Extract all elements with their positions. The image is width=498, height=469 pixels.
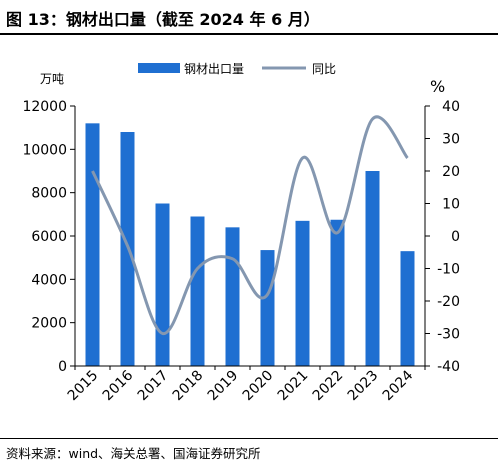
- x-tick-label: 2017: [135, 368, 172, 405]
- source-divider: [0, 438, 498, 439]
- x-tick-label: 2019: [205, 368, 242, 405]
- right-tick-label: -30: [437, 327, 460, 343]
- right-tick-label: -20: [437, 294, 460, 310]
- x-tick-label: 2022: [310, 368, 347, 405]
- left-tick-label: 8000: [31, 186, 67, 202]
- left-tick-label: 10000: [22, 142, 67, 158]
- legend: 钢材出口量 同比: [138, 62, 336, 76]
- source-note: 资料来源：wind、海关总署、国海证券研究所: [6, 446, 261, 461]
- right-tick-label: -40: [437, 359, 460, 375]
- bar: [295, 220, 310, 366]
- right-tick-label: -10: [437, 262, 460, 278]
- right-tick-label: 40: [442, 99, 460, 115]
- line-series: [91, 115, 409, 335]
- chart: 钢材出口量 同比 万吨 0 2000 4000 6000 8000 10000 12000 % -…: [22, 62, 460, 405]
- right-axis-unit: %: [430, 77, 445, 96]
- left-tick-label: 12000: [22, 99, 67, 115]
- bar: [365, 171, 380, 366]
- x-tick-label: 2020: [240, 368, 277, 405]
- x-tick-label: 2024: [380, 367, 417, 404]
- legend-swatch-bar: [138, 63, 180, 73]
- bar-series: [85, 123, 415, 366]
- left-axis-unit: 万吨: [40, 72, 64, 86]
- bar: [400, 251, 415, 366]
- left-axis: 万吨 0 2000 4000 6000 8000 10000 12000: [22, 72, 76, 375]
- left-tick-label: 6000: [31, 229, 67, 245]
- right-tick-label: 20: [442, 164, 460, 180]
- bar: [225, 227, 240, 366]
- bar: [190, 216, 205, 366]
- yoy-line: [91, 115, 409, 335]
- legend-label-bar: 钢材出口量: [184, 62, 244, 76]
- right-tick-label: 0: [451, 229, 460, 245]
- left-tick-label: 4000: [31, 272, 67, 288]
- title-divider: [0, 33, 498, 35]
- left-tick-label: 0: [58, 359, 67, 375]
- right-axis: % -40 -30 -20 -10 0 10 20 30 40: [424, 77, 460, 375]
- x-tick-label: 2016: [100, 367, 137, 404]
- x-tick-label: 2018: [170, 368, 207, 405]
- x-tick-label: 2023: [345, 368, 382, 405]
- x-tick-label: 2021: [275, 368, 312, 405]
- bar: [330, 219, 345, 366]
- bar: [260, 250, 275, 366]
- figure-title-bar: 图 13：钢材出口量（截至 2024 年 6 月）: [0, 0, 498, 35]
- bar: [155, 203, 170, 366]
- right-tick-label: 10: [442, 197, 460, 213]
- left-tick-label: 2000: [31, 316, 67, 332]
- legend-label-line: 同比: [312, 62, 336, 76]
- bar: [85, 123, 100, 366]
- x-tick-label: 2015: [65, 368, 102, 405]
- figure-title: 图 13：钢材出口量（截至 2024 年 6 月）: [6, 10, 320, 29]
- right-tick-label: 30: [442, 132, 460, 148]
